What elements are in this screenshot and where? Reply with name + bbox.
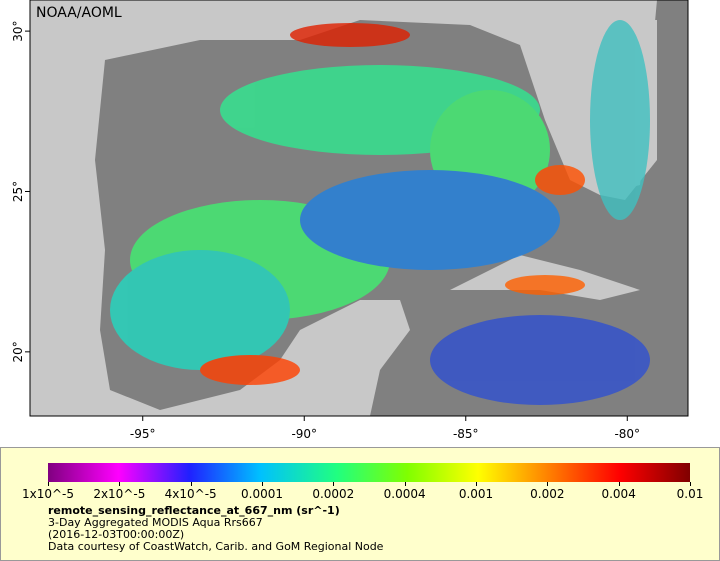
colorbar-tick	[48, 482, 49, 486]
colorbar-tick-label: 2x10^-5	[93, 487, 146, 501]
colorbar-tick-label: 4x10^-5	[164, 487, 217, 501]
caption-line: Data courtesy of CoastWatch, Carib. and …	[48, 540, 384, 553]
lon-tick-label: -80°	[614, 427, 640, 441]
lon-tick-label: -90°	[291, 427, 317, 441]
credit: NOAA/AOML	[36, 5, 122, 21]
colorbar-tick-label: 0.004	[601, 487, 636, 501]
colorbar-tick-label: 0.0004	[383, 487, 426, 501]
map-frame	[29, 0, 689, 417]
colorbar-tick	[404, 482, 406, 486]
colorbar-tick-label: 0.0002	[312, 487, 355, 501]
colorbar	[48, 463, 690, 482]
variable-name: remote_sensing_reflectance_at_667_nm (sr…	[48, 504, 340, 517]
colorbar-tick	[190, 482, 192, 486]
colorbar-tick-label: 0.0001	[241, 487, 283, 501]
lat-tick-label: 25°	[11, 181, 25, 202]
colorbar-tick	[119, 482, 121, 486]
reflectance-data	[110, 20, 650, 405]
colorbar-tick	[476, 482, 477, 486]
lat-tick-label: 20°	[11, 341, 25, 362]
map: NOAA/AOML -95° -90° -85° -80° 30° 25° 20°	[11, 0, 689, 441]
colorbar-tick-label: 0.002	[530, 487, 565, 501]
colorbar-tick-label: 1x10^-5	[21, 487, 75, 501]
legend-panel: remote_sensing_reflectance_at_667_nm (sr…	[0, 447, 720, 561]
yucatan	[300, 300, 410, 416]
caption-line: 3-Day Aggregated MODIS Aqua Rrs667	[48, 516, 263, 529]
colorbar-tick	[690, 482, 691, 486]
lon-tick-label: -95°	[130, 427, 156, 441]
colorbar-tick	[618, 482, 620, 486]
colorbar-tick	[547, 482, 549, 486]
colorbar-tick	[262, 482, 263, 486]
colorbar-tick-label: 0.001	[458, 487, 494, 501]
caption-line: (2016-12-03T00:00:00Z)	[48, 528, 185, 541]
colorbar-tick	[333, 482, 335, 486]
colorbar-tick-label: 0.01	[676, 487, 704, 501]
lon-tick-label: -85°	[453, 427, 479, 441]
lat-tick-label: 30°	[11, 20, 25, 41]
data-edge	[657, 0, 688, 416]
